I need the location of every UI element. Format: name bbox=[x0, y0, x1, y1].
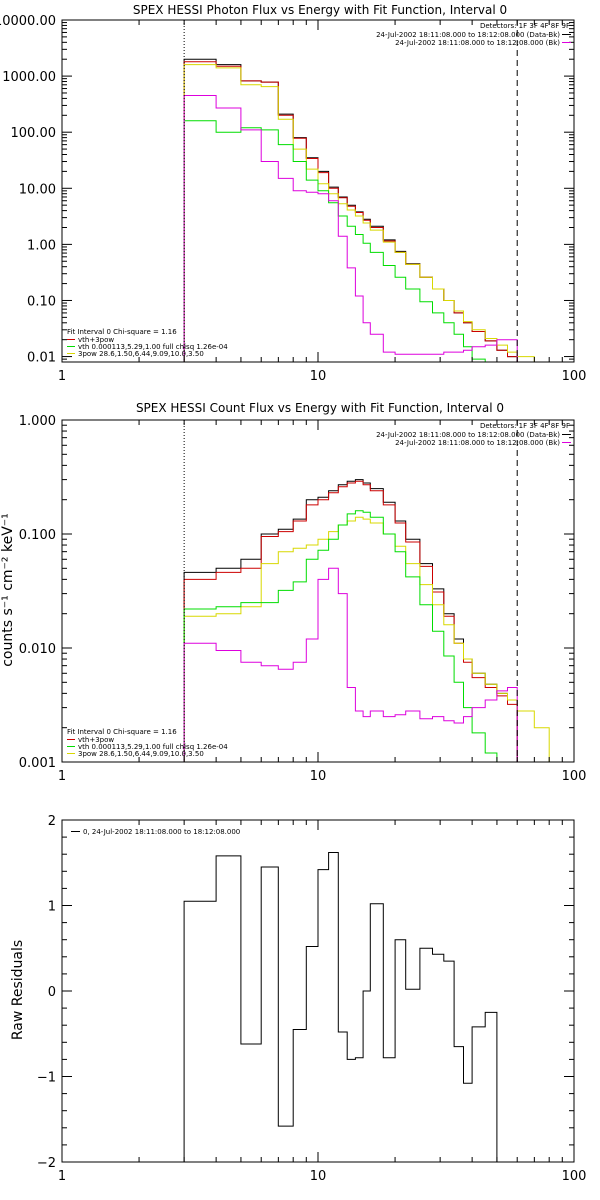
header-detectors: Detectors: 1F 3F 4F 8F 9F bbox=[480, 22, 570, 30]
x-tick-label: 100 bbox=[562, 369, 587, 384]
y-tick-label: 1.000 bbox=[19, 414, 56, 429]
y-tick-label: 0.01 bbox=[27, 351, 56, 366]
detector-header: Detectors: 1F 3F 4F 8F 9F 24-Jul-2002 18… bbox=[376, 22, 571, 47]
y-tick-label: 0.010 bbox=[19, 642, 56, 657]
series-line-3 bbox=[183, 510, 563, 763]
header-bk: 24-Jul-2002 18:11:08.000 to 18:12:08.000… bbox=[395, 439, 560, 447]
series-line-3 bbox=[183, 120, 535, 363]
fit-legend: Fit Interval 0 Chi-square = 1.16 vth+3po… bbox=[67, 328, 228, 358]
header-data-bk: 24-Jul-2002 18:11:08.000 to 18:12:08.000… bbox=[376, 431, 560, 439]
x-tick-label: 10 bbox=[310, 769, 327, 784]
series-line-4 bbox=[183, 95, 535, 363]
count-flux-plot: SPEX HESSI Count Flux vs Energy with Fit… bbox=[0, 401, 586, 784]
legend-residual: 0, 24-Jul-2002 18:11:08.000 to 18:12:08.… bbox=[83, 828, 240, 836]
photon-flux-title: SPEX HESSI Photon Flux vs Energy with Fi… bbox=[133, 3, 507, 17]
series-line-2 bbox=[183, 64, 535, 362]
legend-3pow: 3pow 28.6,1.50,6.44,9.09,10.0,3.50 bbox=[78, 350, 204, 358]
residuals-ylabel: Raw Residuals bbox=[10, 940, 26, 1040]
y-tick-label: 10.00 bbox=[19, 182, 56, 197]
header-detectors: Detectors: 1F 3F 4F 8F 9F bbox=[480, 422, 570, 430]
y-tick-label: −1 bbox=[37, 1071, 56, 1086]
x-tick-label: 10 bbox=[310, 369, 327, 384]
y-tick-label: 0.100 bbox=[19, 528, 56, 543]
header-bk: 24-Jul-2002 18:11:08.000 to 18:12:08.000… bbox=[395, 39, 560, 47]
series-line-0 bbox=[183, 479, 563, 763]
series-line-4 bbox=[183, 567, 563, 763]
legend-vth: vth 0.000113,5.29,1.00 full chisq 1.26e-… bbox=[78, 743, 228, 751]
y-tick-label: 1 bbox=[48, 900, 56, 915]
count-flux-ylabel: counts s⁻¹ cm⁻² keV⁻¹ bbox=[0, 513, 16, 667]
fit-legend-title: Fit Interval 0 Chi-square = 1.16 bbox=[67, 728, 177, 736]
x-tick-label: 100 bbox=[562, 769, 587, 784]
y-tick-label: 1000.00 bbox=[2, 70, 56, 85]
x-tick-label: 100 bbox=[562, 1169, 587, 1184]
series-line-2 bbox=[183, 516, 563, 763]
y-tick-label: 0.10 bbox=[27, 294, 56, 309]
y-tick-label: 0 bbox=[48, 985, 56, 1000]
y-tick-label: 100.00 bbox=[11, 126, 57, 141]
y-tick-label: −2 bbox=[37, 1156, 56, 1171]
y-tick-label: 0.001 bbox=[19, 756, 56, 771]
legend-total: vth+3pow bbox=[78, 336, 114, 344]
count-flux-title: SPEX HESSI Count Flux vs Energy with Fit… bbox=[136, 401, 504, 415]
detector-header: Detectors: 1F 3F 4F 8F 9F 24-Jul-2002 18… bbox=[376, 422, 571, 447]
legend-total: vth+3pow bbox=[78, 736, 114, 744]
x-tick-label: 1 bbox=[58, 769, 66, 784]
y-tick-label: 10000.00 bbox=[0, 14, 56, 29]
x-tick-label: 1 bbox=[58, 1169, 66, 1184]
fit-legend: Fit Interval 0 Chi-square = 1.16 vth+3po… bbox=[67, 728, 228, 758]
y-tick-label: 2 bbox=[48, 814, 56, 829]
x-tick-label: 10 bbox=[310, 1169, 327, 1184]
y-tick-label: 1.00 bbox=[27, 238, 56, 253]
residuals-legend: 0, 24-Jul-2002 18:11:08.000 to 18:12:08.… bbox=[71, 828, 240, 836]
series-line-0 bbox=[183, 852, 498, 1162]
legend-vth: vth 0.000113,5.29,1.00 full chisq 1.26e-… bbox=[78, 343, 228, 351]
photon-flux-plot: SPEX HESSI Photon Flux vs Energy with Fi… bbox=[0, 3, 586, 384]
header-data-bk: 24-Jul-2002 18:11:08.000 to 18:12:08.000… bbox=[376, 31, 560, 39]
x-tick-label: 1 bbox=[58, 369, 66, 384]
legend-3pow: 3pow 28.6,1.50,6.44,9.09,10.0,3.50 bbox=[78, 750, 204, 758]
fit-legend-title: Fit Interval 0 Chi-square = 1.16 bbox=[67, 328, 177, 336]
series-line-0 bbox=[183, 58, 535, 363]
